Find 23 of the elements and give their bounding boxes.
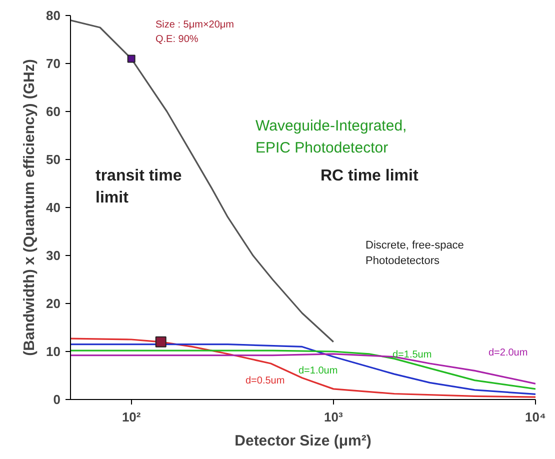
- annotation: d=1.5um: [392, 350, 432, 360]
- y-tick-label: 30: [46, 248, 61, 263]
- annotation: RC time limit: [320, 168, 419, 184]
- y-axis-title: (Bandwidth) x (Quantum efficiency) (GHz): [21, 59, 38, 356]
- annotation: Waveguide-Integrated, EPIC Photodetector: [256, 118, 407, 157]
- y-tick-label: 60: [46, 104, 61, 119]
- x-tick-label: 10²: [122, 410, 142, 424]
- annotation: Size : 5μm×20μm Q.E: 90%: [156, 20, 234, 45]
- annotation: Discrete, free-space Photodetectors: [366, 240, 464, 268]
- y-tick-label: 10: [46, 344, 61, 359]
- y-tick-label: 70: [46, 56, 61, 71]
- x-tick-label: 10³: [324, 410, 344, 424]
- y-tick-label: 80: [46, 8, 61, 23]
- y-tick-label: 0: [53, 392, 61, 407]
- y-tick-label: 50: [46, 152, 61, 167]
- annotation: d=0.5um: [246, 376, 285, 386]
- x-axis-title: Detector Size (μm²): [234, 432, 372, 450]
- y-tick-label: 40: [46, 200, 61, 215]
- x-tick-label: 10⁴: [525, 410, 546, 424]
- annotation: d=1.0um: [298, 366, 338, 376]
- annotation: d=2.0um: [488, 348, 528, 358]
- y-tick-label: 20: [46, 296, 61, 311]
- annotation: transit time limit: [96, 168, 182, 207]
